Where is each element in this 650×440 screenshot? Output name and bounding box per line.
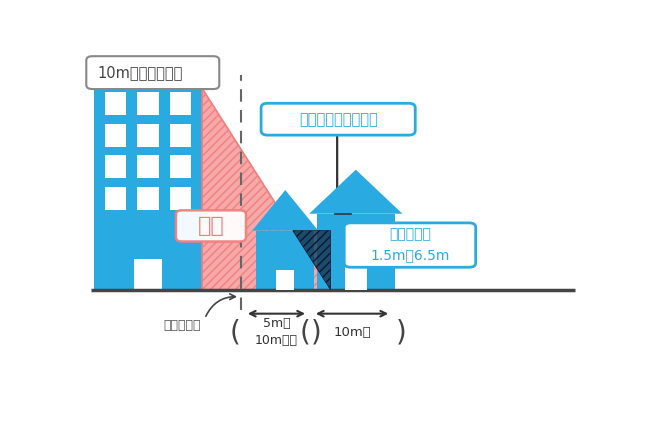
- FancyBboxPatch shape: [344, 223, 476, 267]
- Bar: [170, 124, 191, 147]
- Text: 10mを超える建物: 10mを超える建物: [98, 65, 183, 80]
- Bar: [137, 92, 159, 115]
- Text: この位置の影を測定: この位置の影を測定: [299, 112, 378, 127]
- Bar: [105, 155, 126, 179]
- Text: ): ): [311, 318, 322, 346]
- Bar: [256, 231, 314, 290]
- Bar: [317, 214, 395, 290]
- Bar: [105, 187, 126, 210]
- Text: 測定水平面
1.5m～6.5m: 測定水平面 1.5m～6.5m: [370, 227, 450, 262]
- Text: 5m超
10m以内: 5m超 10m以内: [255, 317, 298, 347]
- Bar: [137, 187, 159, 210]
- Text: 日陰: 日陰: [198, 216, 225, 236]
- Bar: [170, 155, 191, 179]
- Polygon shape: [202, 88, 331, 290]
- Bar: [344, 263, 367, 290]
- Text: (: (: [300, 318, 311, 346]
- Bar: [170, 187, 191, 210]
- Bar: [105, 124, 126, 147]
- Text: (: (: [230, 318, 240, 346]
- Bar: [105, 92, 126, 115]
- FancyBboxPatch shape: [261, 103, 415, 135]
- Bar: [276, 270, 294, 290]
- Bar: [170, 92, 191, 115]
- FancyBboxPatch shape: [176, 210, 246, 242]
- FancyBboxPatch shape: [86, 56, 219, 89]
- Polygon shape: [252, 190, 318, 231]
- Text: 隣地境界線: 隣地境界線: [163, 319, 201, 332]
- Polygon shape: [293, 231, 331, 290]
- Polygon shape: [309, 170, 402, 214]
- Bar: [94, 88, 202, 290]
- Text: ): ): [396, 318, 407, 346]
- Bar: [137, 155, 159, 179]
- Text: 10m超: 10m超: [333, 326, 371, 339]
- Bar: [134, 260, 162, 290]
- Bar: [137, 124, 159, 147]
